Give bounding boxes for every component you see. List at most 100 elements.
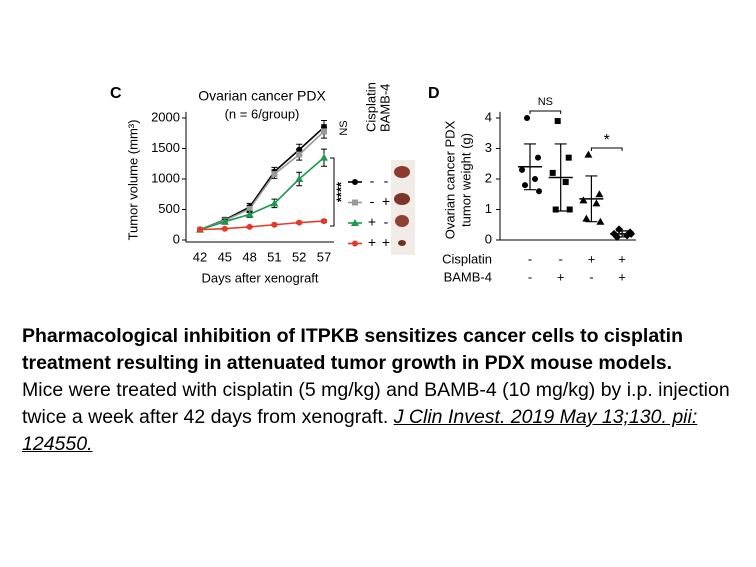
x-tick-label: 45: [218, 249, 232, 264]
marker: [522, 182, 528, 189]
legend-marker: [352, 240, 358, 247]
marker: [535, 154, 541, 161]
marker: [524, 115, 530, 121]
legend-label: -: [384, 173, 389, 189]
legend-label: +: [368, 214, 376, 230]
marker: [296, 151, 303, 158]
annotation: *: [604, 132, 610, 149]
marker: [221, 225, 228, 232]
marker: [592, 199, 601, 207]
error-bar: [616, 230, 629, 238]
error-bar: [585, 175, 598, 223]
y-tick-label: 0: [485, 231, 492, 246]
y-axis-label: Ovarian cancer PDX: [442, 120, 457, 239]
marker: [565, 154, 572, 161]
marker: [552, 206, 559, 213]
series-line: [199, 157, 325, 231]
chart-title: Ovarian cancer PDX: [198, 88, 326, 104]
y-tick-label: 500: [158, 201, 180, 216]
x-tick-label: 52: [292, 249, 306, 264]
y-tick-label: 1000: [151, 170, 180, 185]
row-label: Cisplatin: [442, 251, 492, 266]
x-tick-label: 57: [317, 249, 331, 264]
bracket: [330, 157, 335, 227]
y-tick-label: 2: [485, 170, 492, 185]
caption: Pharmacological inhibition of ITPKB sens…: [22, 323, 754, 458]
y-tick-label: 0: [173, 231, 180, 246]
row-sign: -: [528, 251, 532, 266]
row-sign: -: [528, 269, 532, 284]
y-tick-label: 1: [485, 201, 492, 216]
marker: [595, 190, 604, 198]
series-line: [199, 126, 325, 231]
row-sign: +: [557, 269, 565, 284]
marker: [246, 223, 253, 230]
y-tick-label: 3: [485, 140, 492, 155]
marker: [584, 150, 593, 158]
row-sign: +: [588, 251, 596, 266]
marker: [536, 188, 542, 195]
marker: [321, 218, 327, 225]
row-sign: +: [618, 251, 626, 266]
y-axis-label: Tumor volume (mm³): [125, 120, 140, 241]
annotation: ****: [333, 181, 348, 202]
legend-label: -: [370, 193, 375, 209]
legend-header: Cisplatin: [363, 82, 378, 132]
legend-label: -: [370, 173, 375, 189]
annotation: NS: [338, 120, 350, 135]
marker: [549, 169, 556, 176]
tumor-photo: [395, 215, 409, 227]
legend-label: +: [382, 234, 390, 250]
bracket: [529, 110, 562, 114]
marker: [566, 206, 573, 213]
marker: [246, 205, 253, 212]
x-tick-label: 51: [267, 249, 281, 264]
marker: [197, 226, 203, 233]
marker: [296, 219, 303, 226]
series-line: [199, 130, 325, 231]
y-tick-label: 1500: [151, 140, 180, 155]
marker: [596, 217, 605, 225]
y-axis-label: tumor weight (g): [458, 133, 473, 227]
legend-label: -: [384, 214, 389, 230]
row-sign: +: [618, 269, 626, 284]
marker: [554, 118, 561, 125]
marker: [579, 196, 588, 204]
y-tick-label: 2000: [151, 109, 180, 124]
marker: [295, 175, 304, 182]
legend-marker: [352, 179, 358, 185]
series-line: [199, 220, 325, 231]
legend-marker: [352, 199, 358, 206]
row-label: BAMB-4: [444, 269, 492, 284]
tumor-photo: [394, 166, 410, 178]
x-tick-label: 42: [193, 249, 207, 264]
marker: [519, 166, 525, 173]
marker: [220, 217, 229, 225]
legend-header: BAMB-4: [377, 84, 392, 132]
chart-subtitle: (n = 6/group): [225, 106, 300, 121]
marker: [320, 153, 328, 161]
legend-label: +: [382, 193, 390, 209]
y-tick-label: 4: [485, 109, 492, 124]
bracket: [590, 147, 623, 151]
marker: [321, 128, 327, 135]
tumor-photo: [398, 240, 406, 246]
marker: [582, 214, 591, 222]
row-sign: -: [589, 269, 593, 284]
caption-title: Pharmacological inhibition of ITPKB sens…: [22, 325, 684, 374]
legend-label: +: [368, 234, 376, 250]
legend-marker: [351, 219, 359, 226]
x-tick-label: 48: [242, 249, 256, 264]
caption-text: Mice were treated with cisplatin (5 mg/k…: [22, 379, 730, 428]
marker: [245, 210, 254, 218]
x-axis-label: Days after xenograft: [201, 270, 318, 285]
marker: [270, 199, 279, 207]
annotation: NS: [538, 96, 553, 108]
figure: C Ovarian cancer PDX (n = 6/group) Days …: [110, 82, 636, 285]
tumor-images: [391, 160, 415, 255]
citation-link[interactable]: J Clin Invest. 2019 May 13;130. pii: 124…: [22, 406, 698, 455]
error-bar: [524, 143, 536, 191]
panel-label: C: [110, 85, 122, 102]
marker: [271, 221, 278, 228]
